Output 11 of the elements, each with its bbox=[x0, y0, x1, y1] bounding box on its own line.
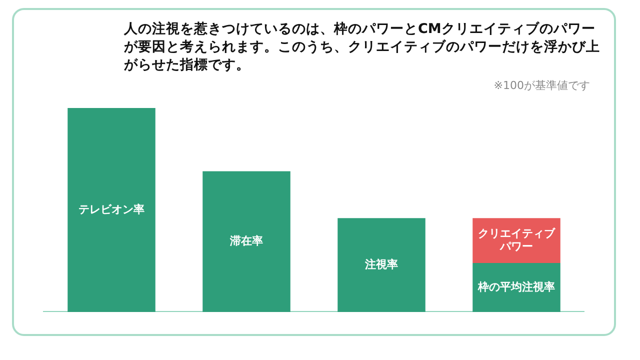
series-label: クリエイティブパワー bbox=[478, 226, 556, 253]
bar bbox=[472, 218, 560, 264]
bar bbox=[68, 108, 156, 312]
x-tick-label: 注視率 bbox=[364, 258, 398, 271]
x-tick-label: 滞在率 bbox=[229, 234, 263, 248]
x-tick-label: テレビオン率 bbox=[78, 202, 144, 216]
x-tick-label: 枠の平均注視率 bbox=[477, 280, 555, 294]
chart-title: 人の注視を惹きつけているのは、枠のパワーとCMクリエイティブのパワーが要因と考えられます。このうち、クリエイティブのパワーだけを浮かび上がらせた指標です。 bbox=[124, 20, 601, 74]
bar bbox=[202, 171, 290, 312]
text: ※100が基準値です bbox=[494, 78, 590, 93]
bar bbox=[338, 218, 426, 312]
